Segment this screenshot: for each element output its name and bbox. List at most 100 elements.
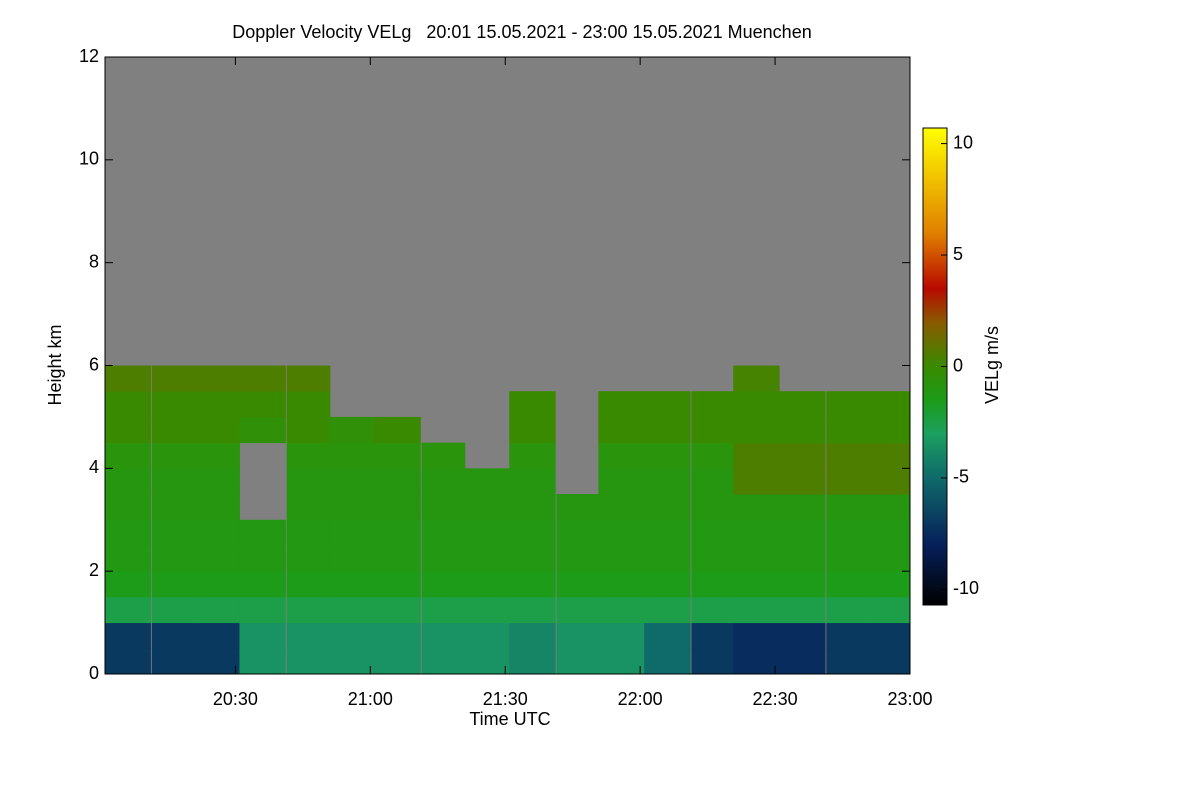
heatmap-cell — [644, 571, 691, 598]
heatmap-cell — [193, 545, 240, 572]
heatmap-cell — [239, 622, 286, 649]
heatmap-cell — [151, 519, 196, 546]
heatmap-cell — [193, 648, 240, 674]
heatmap-cell — [374, 648, 421, 674]
heatmap-cell — [826, 494, 871, 521]
heatmap-cell — [733, 519, 780, 546]
heatmap-cell — [105, 622, 151, 649]
heatmap-cell — [105, 365, 151, 392]
heatmap-cell — [598, 545, 645, 572]
heatmap-cell — [644, 545, 691, 572]
colorbar-tick-label: 10 — [953, 132, 973, 152]
colorbar-tick-label: 0 — [953, 355, 963, 375]
heatmap-cell — [509, 468, 556, 495]
heatmap-cell — [556, 596, 601, 624]
heatmap-cell — [286, 596, 331, 624]
heatmap-cell — [779, 468, 826, 495]
heatmap-cell — [869, 519, 910, 546]
heatmap-cell — [105, 545, 151, 572]
heatmap-cell — [193, 622, 240, 649]
heatmap-cell — [644, 416, 691, 444]
heatmap-cell — [105, 468, 151, 495]
heatmap-cell — [286, 622, 331, 649]
heatmap-cell — [151, 442, 196, 469]
heatmap-cell — [374, 519, 421, 546]
y-tick-label: 0 — [89, 663, 99, 683]
heatmap-cell — [509, 442, 556, 469]
heatmap-cell — [598, 519, 645, 546]
heatmap-cell — [286, 416, 331, 444]
heatmap-cell — [733, 648, 780, 674]
heatmap-cell — [644, 622, 691, 649]
heatmap-cell — [691, 416, 736, 444]
heatmap-cell — [151, 391, 196, 418]
heatmap-cell — [421, 442, 466, 469]
heatmap-cell — [463, 494, 510, 521]
heatmap-cell — [826, 571, 871, 598]
colorbar-tick-label: 5 — [953, 244, 963, 264]
heatmap-cell — [733, 622, 780, 649]
heatmap-cell — [733, 442, 780, 469]
heatmap-cell — [779, 391, 826, 418]
heatmap-cell — [826, 622, 871, 649]
heatmap-cell — [556, 571, 601, 598]
heatmap-cell — [421, 571, 466, 598]
heatmap-cell — [869, 494, 910, 521]
heatmap-cell — [509, 545, 556, 572]
heatmap-cell — [421, 494, 466, 521]
heatmap-cell — [463, 468, 510, 495]
heatmap-cell — [779, 416, 826, 444]
heatmap-cell — [733, 545, 780, 572]
heatmap-cell — [374, 468, 421, 495]
heatmap-cell — [733, 391, 780, 418]
heatmap-cell — [826, 442, 871, 469]
chart-title: Doppler Velocity VELg 20:01 15.05.2021 -… — [232, 22, 811, 42]
heatmap-cell — [779, 494, 826, 521]
heatmap-cell — [105, 391, 151, 418]
y-axis-label: Height km — [45, 324, 65, 405]
heatmap-cell — [105, 571, 151, 598]
heatmap-cell — [644, 468, 691, 495]
heatmap-cell — [598, 468, 645, 495]
heatmap-cell — [556, 545, 601, 572]
heatmap-cell — [463, 519, 510, 546]
heatmap-cell — [826, 519, 871, 546]
heatmap-cell — [421, 596, 466, 624]
heatmap-cell — [869, 391, 910, 418]
heatmap-cell — [421, 648, 466, 674]
x-tick-label: 22:00 — [618, 689, 663, 709]
heatmap-cell — [869, 648, 910, 674]
heatmap-cell — [193, 365, 240, 392]
heatmap-cell — [374, 494, 421, 521]
heatmap-cell — [779, 442, 826, 469]
heatmap-cell — [826, 545, 871, 572]
heatmap-cell — [509, 494, 556, 521]
y-tick-label: 12 — [79, 46, 99, 66]
heatmap-cell — [328, 648, 375, 674]
heatmap-cell — [105, 416, 151, 444]
heatmap-cell — [869, 571, 910, 598]
heatmap-cell — [463, 622, 510, 649]
heatmap-cell — [421, 519, 466, 546]
colorbar-label: VELg m/s — [982, 326, 1002, 404]
heatmap-cell — [556, 648, 601, 674]
heatmap-cell — [556, 622, 601, 649]
heatmap-cell — [193, 416, 240, 444]
heatmap-cell — [826, 416, 871, 444]
heatmap-cell — [286, 571, 331, 598]
heatmap-cell — [151, 416, 196, 444]
heatmap-cell — [151, 596, 196, 624]
heatmap-cell — [598, 596, 645, 624]
heatmap-cell — [509, 416, 556, 444]
heatmap-cell — [328, 596, 375, 624]
heatmap-cell — [779, 596, 826, 624]
heatmap-cell — [509, 622, 556, 649]
colorbar-tick-label: -10 — [953, 578, 979, 598]
heatmap-cell — [644, 494, 691, 521]
heatmap-cell — [826, 648, 871, 674]
x-axis-label: Time UTC — [469, 709, 550, 729]
heatmap-cell — [286, 442, 331, 469]
x-tick-label: 21:30 — [483, 689, 528, 709]
heatmap-cell — [691, 442, 736, 469]
